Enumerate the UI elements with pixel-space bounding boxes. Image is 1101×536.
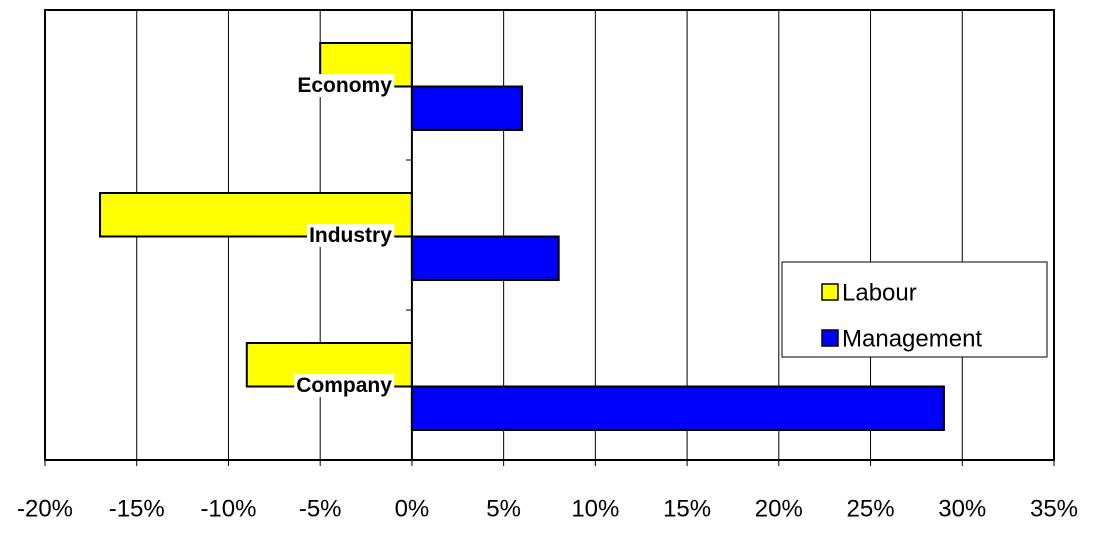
label-background	[307, 224, 395, 248]
legend-swatch	[821, 329, 839, 347]
x-tick-label: 10%	[571, 495, 619, 522]
category-label: Company	[296, 374, 392, 397]
legend-label: Labour	[842, 279, 917, 306]
bar	[410, 385, 945, 431]
label-background	[295, 74, 395, 98]
category-label: Economy	[297, 74, 392, 97]
legend-swatch	[821, 283, 839, 301]
x-tick-label: 15%	[663, 495, 711, 522]
plot-frame	[44, 9, 1055, 461]
label-background	[294, 374, 395, 398]
bar	[410, 85, 523, 131]
x-tick-label: 35%	[1030, 495, 1078, 522]
x-tick-label: -20%	[17, 495, 73, 522]
category-label: Industry	[309, 224, 392, 247]
x-tick-label: 0%	[395, 495, 430, 522]
x-tick-label: 30%	[938, 495, 986, 522]
bar	[410, 235, 560, 281]
x-tick-label: 20%	[755, 495, 803, 522]
x-tick-label: -15%	[109, 495, 165, 522]
x-tick-label: -5%	[299, 495, 342, 522]
x-tick-label: -10%	[200, 495, 256, 522]
x-tick-label: 25%	[847, 495, 895, 522]
x-tick-label: 5%	[486, 495, 521, 522]
legend-label: Management	[842, 325, 982, 352]
